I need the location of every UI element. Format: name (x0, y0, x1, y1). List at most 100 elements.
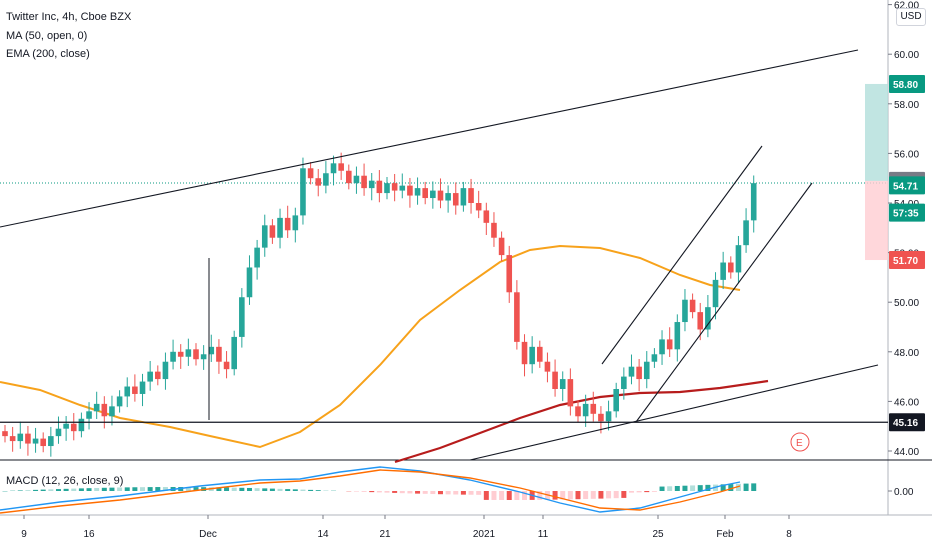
candle-body (728, 262, 734, 273)
trendline-drawings[interactable]: E (0, 49, 888, 461)
price-tick-label: 62.00 (894, 1, 919, 12)
candle-body (437, 190, 444, 201)
macd-histogram-bar (422, 491, 428, 494)
candle-body (468, 188, 474, 203)
candle-body (445, 193, 451, 201)
ma-legend[interactable]: MA (50, open, 0) (6, 30, 88, 42)
macd-histogram-bar (606, 491, 612, 499)
macd-histogram-bar (499, 491, 505, 500)
macd-histogram-bar (682, 485, 688, 491)
time-tick-label: 9 (21, 529, 27, 540)
macd-histogram-bar (71, 488, 77, 491)
candle-body (9, 436, 16, 442)
macd-histogram-bar (560, 491, 566, 500)
candle-body (720, 262, 726, 280)
macd-histogram-bar (651, 491, 657, 492)
candle-body (506, 255, 513, 293)
macd-legend[interactable]: MACD (12, 26, close, 9) (6, 475, 124, 487)
macd-line (0, 466, 741, 513)
candle-body (452, 193, 459, 206)
candle-body (277, 217, 283, 238)
candle-body (384, 183, 390, 194)
candle-body (636, 366, 642, 380)
earnings-event-label: E (796, 438, 803, 449)
macd-histogram-bar (720, 484, 726, 491)
macd-histogram-bar (132, 487, 138, 491)
macd-histogram-bar (583, 491, 589, 500)
candle-body (735, 245, 742, 273)
macd-histogram-bar (476, 491, 482, 495)
candle-body (254, 247, 260, 268)
candle-body (529, 346, 535, 365)
macd-histogram-bar (55, 489, 61, 491)
price-marker (889, 176, 925, 195)
candle-body (223, 361, 230, 370)
candle-body (613, 389, 619, 412)
macd-histogram-bar (185, 487, 191, 491)
macd-histogram-bar (109, 487, 115, 491)
candle-body (155, 371, 161, 380)
macd-histogram-bar (193, 487, 199, 491)
candle-body (491, 222, 497, 238)
time-axis[interactable]: 9 16 Dec 14 21 2021 11 25 Feb 8 (21, 515, 792, 540)
time-tick-label: 8 (786, 529, 792, 540)
macd-histogram-bar (453, 491, 459, 495)
price-marker (889, 413, 925, 432)
time-tick-label: 21 (379, 529, 391, 540)
macd-histogram-bar (369, 491, 375, 493)
candle-body (300, 168, 306, 216)
macd-histogram-bar (376, 491, 382, 493)
currency-button[interactable]: USD (896, 8, 926, 26)
candle-body (2, 431, 8, 437)
candle-body (353, 175, 360, 184)
candle-body (399, 185, 406, 191)
candle-body (292, 215, 299, 231)
candle-body (116, 396, 123, 407)
macd-histogram-bar (491, 491, 497, 500)
candle-body (430, 190, 436, 199)
candle-body (537, 346, 543, 362)
candle-body (86, 411, 92, 419)
macd-histogram-bar (384, 491, 390, 493)
symbol-legend[interactable]: Twitter Inc, 4h, Cboe BZX (6, 11, 132, 23)
macd-histogram-bar (315, 490, 321, 491)
price-tick-label: 58.00 (894, 100, 919, 111)
ema-legend[interactable]: EMA (200, close) (6, 48, 90, 60)
stop-zone (865, 180, 888, 261)
macd-histogram-bar (48, 489, 54, 491)
macd-histogram-bar (140, 487, 146, 491)
macd-histogram-bar (308, 489, 314, 491)
macd-histogram-bar (224, 487, 230, 491)
candle-body (193, 349, 199, 360)
price-marker-label: 54.71 (893, 181, 918, 192)
macd-histogram-bar (445, 491, 451, 495)
candle-body (338, 163, 344, 171)
macd-histogram-bar (514, 491, 520, 500)
time-tick-label: Dec (199, 529, 217, 540)
macd-histogram-bar (277, 488, 283, 491)
candle-body (70, 423, 77, 432)
price-tick-label: 60.00 (894, 50, 919, 61)
macd-histogram-bar (705, 484, 711, 491)
time-tick-label: 14 (317, 529, 329, 540)
macd-histogram-bar (300, 489, 306, 491)
candle-body (628, 366, 635, 377)
macd-histogram-bar (124, 487, 130, 491)
candle-body (246, 267, 253, 298)
macd-histogram-bar (78, 488, 84, 491)
macd-histogram-bar (285, 489, 291, 491)
macd-histogram-bar (735, 483, 741, 491)
candle-body (575, 406, 581, 417)
candle-body (216, 346, 222, 362)
macd-histogram-bar (644, 491, 650, 493)
price-tick-label: 56.00 (894, 149, 919, 160)
candle-body (32, 438, 39, 444)
candle-body (93, 403, 100, 412)
price-axis[interactable]: 62.0060.0058.0056.0054.0052.0050.0048.00… (865, 1, 925, 458)
candle-body (414, 188, 421, 196)
macd-histogram-bar (323, 490, 329, 491)
macd-histogram-bar (399, 491, 405, 494)
candle-body (170, 351, 176, 362)
time-tick-label: 11 (538, 529, 549, 540)
